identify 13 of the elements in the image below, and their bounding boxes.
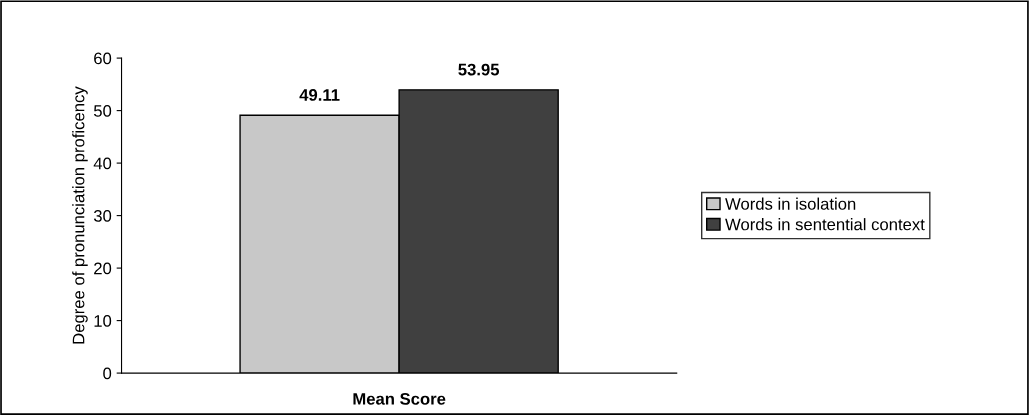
y-tick-label: 0 bbox=[103, 367, 112, 380]
y-tick-label: 10 bbox=[94, 314, 112, 327]
y-axis-title: Degree of pronunciation proficency bbox=[72, 86, 88, 344]
data-label: 49.11 bbox=[299, 89, 340, 101]
data-label: 53.95 bbox=[458, 63, 500, 76]
y-tick-label: 60 bbox=[94, 52, 112, 65]
legend-label: Words in isolation bbox=[725, 197, 856, 210]
legend-label: Words in sentential context bbox=[725, 218, 925, 231]
y-tick-label: 30 bbox=[93, 209, 112, 222]
y-tick-label: 20 bbox=[94, 262, 112, 275]
y-tick-label: 40 bbox=[93, 157, 112, 170]
x-tick-label: Mean Score bbox=[353, 392, 446, 405]
y-tick-label: 50 bbox=[93, 105, 112, 117]
